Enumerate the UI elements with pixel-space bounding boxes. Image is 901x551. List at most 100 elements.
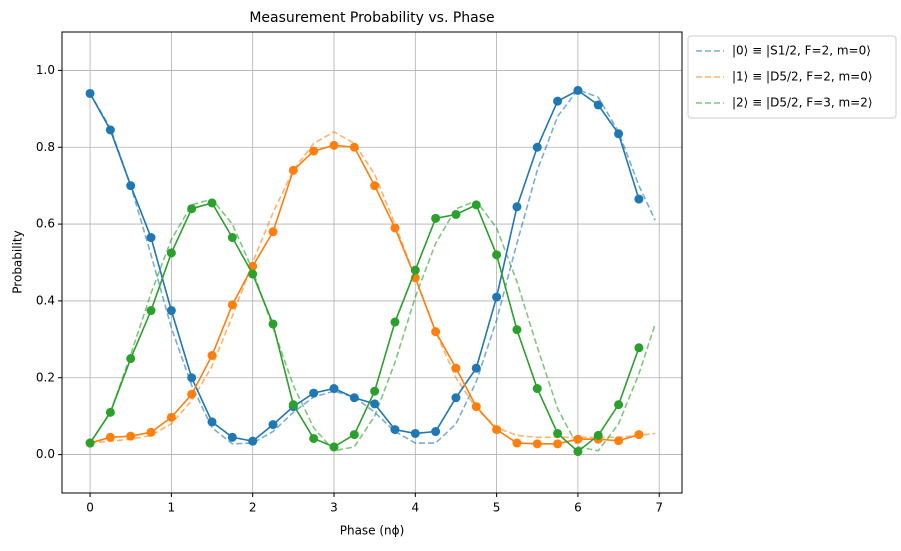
data-point [248, 269, 258, 279]
legend-box [687, 35, 897, 119]
data-point [126, 431, 136, 441]
data-point [370, 399, 380, 409]
data-point [431, 213, 441, 223]
data-point [187, 389, 197, 399]
y-axis-label: Probability [11, 230, 25, 293]
x-axis-label: Phase (nϕ) [340, 524, 405, 538]
data-point [410, 428, 420, 438]
data-point [85, 438, 95, 448]
data-point [309, 388, 319, 398]
data-point [614, 400, 624, 410]
x-tick-label: 7 [655, 501, 663, 515]
data-point [492, 292, 502, 302]
data-point [431, 327, 441, 337]
data-point [207, 198, 217, 208]
data-point [614, 436, 624, 446]
data-point [309, 146, 319, 156]
fit-line [89, 130, 656, 444]
legend-label: |2⟩ ≡ |D5/2, F=3, m=2⟩ [732, 96, 873, 110]
data-point [593, 100, 603, 110]
data-point [634, 194, 644, 204]
data-point [349, 430, 359, 440]
data-point [248, 436, 258, 446]
data-point [166, 248, 176, 258]
data-point [227, 233, 237, 243]
data-point [105, 407, 115, 417]
data-point [553, 439, 563, 449]
data-point [614, 129, 624, 139]
y-tick-label: 0.4 [36, 293, 55, 307]
y-tick-label: 0.6 [36, 217, 55, 231]
data-point [573, 447, 583, 457]
data-point [471, 402, 481, 412]
data-point [532, 439, 542, 449]
x-tick-label: 0 [86, 501, 94, 515]
data-point [532, 142, 542, 152]
data-point [268, 227, 278, 237]
y-tick-label: 0.0 [36, 447, 55, 461]
data-point [573, 85, 583, 95]
plot-frame [61, 31, 683, 494]
data-point [207, 350, 217, 360]
data-point [146, 233, 156, 243]
legend-label: |0⟩ ≡ |S1/2, F=2, m=0⟩ [732, 44, 871, 58]
y-tick-label: 0.8 [36, 140, 55, 154]
data-line [89, 144, 640, 445]
data-point [349, 142, 359, 152]
x-tick-label: 3 [330, 501, 338, 515]
data-point [126, 354, 136, 364]
x-tick-label: 2 [249, 501, 257, 515]
data-point [512, 438, 522, 448]
x-tick-label: 4 [411, 501, 419, 515]
data-point [329, 442, 339, 452]
data-point [512, 325, 522, 335]
data-point [85, 88, 95, 98]
data-point [634, 430, 644, 440]
data-point [105, 432, 115, 442]
x-tick-label: 5 [493, 501, 501, 515]
data-line [89, 202, 640, 453]
data-point [288, 400, 298, 410]
legend-label: |1⟩ ≡ |D5/2, F=2, m=0⟩ [732, 70, 873, 84]
data-point [187, 373, 197, 383]
data-point [553, 428, 563, 438]
data-point [288, 165, 298, 175]
x-tick-label: 6 [574, 501, 582, 515]
data-point [227, 300, 237, 310]
data-point [370, 181, 380, 191]
data-point [309, 433, 319, 443]
data-point [166, 412, 176, 422]
data-point [187, 204, 197, 214]
y-tick-label: 0.2 [36, 370, 55, 384]
data-point [105, 125, 115, 135]
chart-title: Measurement Probability vs. Phase [249, 10, 494, 26]
data-point [370, 386, 380, 396]
data-point [349, 393, 359, 403]
data-line [89, 89, 640, 442]
fit-line [89, 198, 656, 452]
data-point [146, 306, 156, 316]
data-point [573, 434, 583, 444]
data-point [532, 384, 542, 394]
y-tick-label: 1.0 [36, 63, 55, 77]
data-point [227, 432, 237, 442]
data-point [390, 425, 400, 435]
data-point [410, 265, 420, 275]
data-point [166, 306, 176, 316]
data-point [329, 384, 339, 394]
data-point [492, 250, 502, 260]
data-point [390, 223, 400, 233]
data-point [451, 393, 461, 403]
data-point [146, 427, 156, 437]
data-point [471, 363, 481, 373]
data-point [329, 140, 339, 150]
data-point [126, 181, 136, 191]
data-point [471, 200, 481, 210]
data-point [390, 317, 400, 327]
data-point [207, 417, 217, 427]
data-point [268, 319, 278, 329]
data-point [451, 363, 461, 373]
x-tick-label: 1 [168, 501, 176, 515]
data-point [634, 343, 644, 353]
